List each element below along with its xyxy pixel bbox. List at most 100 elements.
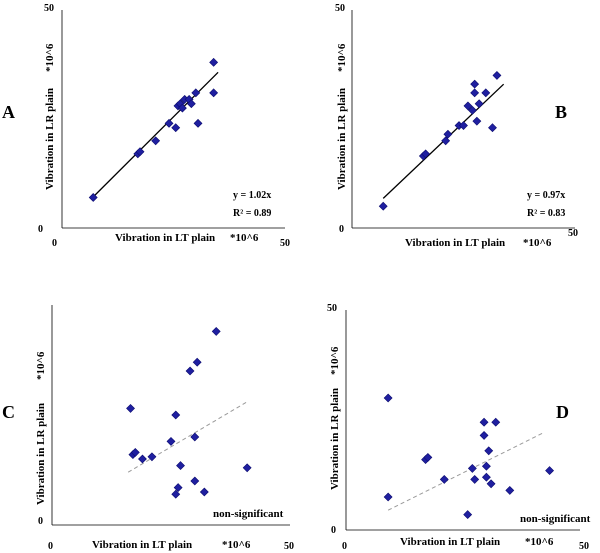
data-point <box>463 101 473 111</box>
data-point <box>209 88 219 98</box>
data-point <box>138 454 147 464</box>
data-point <box>171 489 181 499</box>
x-tick-min: 0 <box>342 541 347 552</box>
plot-area <box>378 70 505 211</box>
x-tick-max: 50 <box>284 541 294 552</box>
panel-label: C <box>2 402 15 422</box>
data-point <box>470 79 480 89</box>
data-point <box>185 366 195 376</box>
data-point <box>383 393 393 403</box>
panel-a: A 50 0 0 50 Vibration in LT plain *10^6 … <box>2 3 290 249</box>
x-axis-unit: *10^6 <box>525 536 554 548</box>
data-point <box>135 147 145 157</box>
x-axis-label: Vibration in LT plain <box>400 536 500 548</box>
x-tick-max: 50 <box>568 228 578 239</box>
data-point <box>176 461 185 471</box>
data-point <box>474 99 484 109</box>
data-point <box>443 129 453 139</box>
data-point <box>486 479 496 489</box>
data-point <box>191 88 201 98</box>
x-tick-min: 0 <box>48 541 53 552</box>
data-point <box>484 446 494 456</box>
data-point <box>192 357 202 367</box>
significance-note: non-significant <box>520 513 591 525</box>
data-point <box>467 463 477 473</box>
data-point <box>423 452 433 462</box>
x-tick-max: 50 <box>280 238 290 249</box>
x-axis-label: Vibration in LT plain <box>92 539 192 551</box>
trend-line <box>92 71 219 198</box>
y-axis-label: Vibration in LR plain <box>336 88 348 190</box>
data-point <box>472 116 482 126</box>
data-point <box>545 466 555 476</box>
data-point <box>378 201 388 211</box>
data-point <box>171 410 181 420</box>
data-point <box>505 485 515 495</box>
r-squared: R² = 0.89 <box>233 208 271 219</box>
y-axis-label: Vibration in LR plain <box>35 403 47 505</box>
data-point <box>479 417 489 427</box>
panel-d: D 50 0 0 50 Vibration in LT plain *10^6 … <box>327 303 591 552</box>
data-point <box>166 436 176 446</box>
y-axis-label: Vibration in LR plain <box>44 88 56 190</box>
x-axis-label: Vibration in LT plain <box>405 237 505 249</box>
x-axis-unit: *10^6 <box>222 539 251 551</box>
data-point <box>177 103 187 113</box>
data-point <box>459 121 468 130</box>
data-point <box>439 474 449 484</box>
panel-label: D <box>556 402 569 422</box>
data-point <box>481 461 491 471</box>
data-point <box>190 432 200 442</box>
panel-label: B <box>555 102 567 122</box>
data-point <box>126 403 135 413</box>
data-point <box>421 149 431 159</box>
panel-label: A <box>2 102 15 122</box>
data-point <box>470 474 480 484</box>
y-tick-max: 50 <box>335 3 345 14</box>
plot-area <box>88 57 219 202</box>
data-point <box>481 88 491 98</box>
data-point <box>488 123 497 133</box>
data-point <box>186 99 196 109</box>
panel-b: B 50 0 50 Vibration in LT plain *10^6 Vi… <box>335 3 578 249</box>
data-point <box>242 463 252 473</box>
data-point <box>467 105 477 115</box>
panel-c: C 0 0 50 Vibration in LT plain *10^6 Vib… <box>2 305 294 552</box>
data-point <box>463 510 473 520</box>
data-point <box>492 70 502 80</box>
data-point <box>491 417 501 427</box>
regression-equation: y = 0.97x <box>527 190 565 201</box>
x-tick-max: 50 <box>579 541 589 552</box>
x-axis-unit: *10^6 <box>230 232 259 244</box>
significance-note: non-significant <box>213 508 284 520</box>
data-point <box>441 136 451 146</box>
y-axis-unit: *10^6 <box>44 43 56 72</box>
data-point <box>209 57 219 67</box>
data-point <box>481 472 491 482</box>
data-point <box>479 430 489 440</box>
y-tick-min: 0 <box>331 525 336 536</box>
r-squared: R² = 0.83 <box>527 208 565 219</box>
data-point <box>173 483 183 493</box>
x-axis-label: Vibration in LT plain <box>115 232 215 244</box>
regression-equation: y = 1.02x <box>233 190 271 201</box>
trend-line <box>387 432 543 511</box>
y-axis-unit: *10^6 <box>336 43 348 72</box>
y-tick-min: 0 <box>38 224 43 235</box>
y-axis-unit: *10^6 <box>35 351 47 380</box>
data-point <box>164 118 174 128</box>
data-point <box>147 452 157 462</box>
data-point <box>199 487 209 497</box>
data-point <box>470 88 480 98</box>
y-axis-label: Vibration in LR plain <box>329 388 341 490</box>
data-point <box>88 193 98 202</box>
y-axis-unit: *10^6 <box>329 346 341 375</box>
data-point <box>130 447 140 457</box>
data-point <box>171 123 181 133</box>
y-tick-max: 50 <box>44 3 54 14</box>
data-point <box>151 136 161 146</box>
data-point <box>211 326 221 336</box>
data-point <box>190 476 200 486</box>
x-axis-unit: *10^6 <box>523 237 552 249</box>
